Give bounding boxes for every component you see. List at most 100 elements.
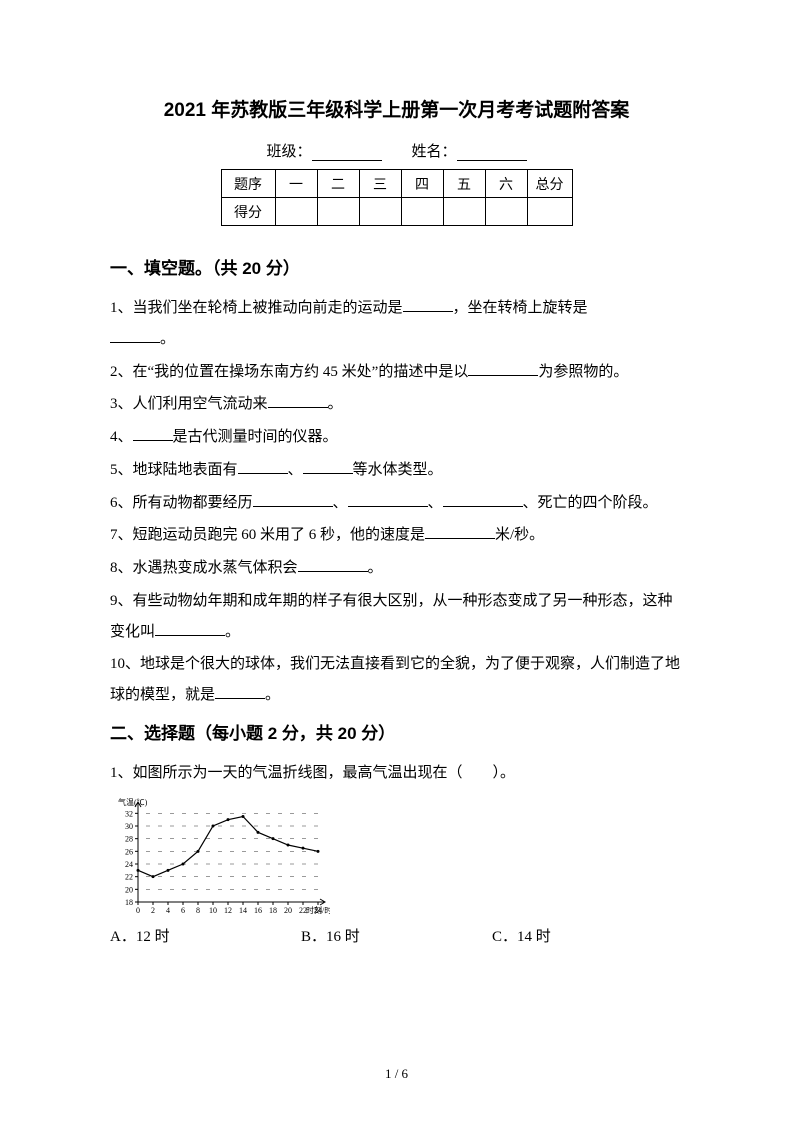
fill-blank[interactable] [303,459,353,474]
question-6: 6、所有动物都要经历 、 、 、死亡的四个阶段。 [110,488,683,519]
q-text: 、 [428,495,443,511]
fill-blank[interactable] [155,621,225,636]
q-text: 。 [265,687,280,703]
option-a[interactable]: A．12 时 [110,925,301,946]
svg-text:24: 24 [125,860,133,869]
question-7: 7、短跑运动员跑完 60 米用了 6 秒，他的速度是 米/秒。 [110,520,683,551]
section2-header: 二、选择题（每小题 2 分，共 20 分） [110,719,683,744]
fill-blank[interactable] [425,524,495,539]
svg-text:20: 20 [125,885,133,894]
table-header-row: 题序 一 二 三 四 五 六 总分 [221,170,572,198]
question-2: 2、在“我的位置在操场东南方约 45 米处”的描述中是以 为参照物的。 [110,357,683,388]
table-cell[interactable] [275,198,317,226]
question-9: 9、有些动物幼年期和成年期的样子有很大区别，从一种形态变成了另一种形态，这种变化… [110,586,683,648]
question-8: 8、水遇热变成水蒸气体积会 。 [110,553,683,584]
table-cell[interactable] [485,198,527,226]
table-cell[interactable] [527,198,572,226]
table-cell: 一 [275,170,317,198]
svg-text:26: 26 [125,847,133,856]
q-text: 是古代测量时间的仪器。 [173,429,338,445]
fill-blank[interactable] [253,492,333,507]
q-text: 7、短跑运动员跑完 60 米用了 6 秒，他的速度是 [110,527,425,543]
q-text: 5、地球陆地表面有 [110,462,238,478]
exam-title: 2021 年苏教版三年级科学上册第一次月考考试题附答案 [110,95,683,122]
svg-text:12: 12 [224,906,232,915]
option-c[interactable]: C．14 时 [492,925,683,946]
fill-blank[interactable] [403,297,453,312]
fill-blank[interactable] [348,492,428,507]
table-cell: 总分 [527,170,572,198]
q-text: 、 [288,462,303,478]
fill-blank[interactable] [443,492,523,507]
question-10: 10、地球是个很大的球体，我们无法直接看到它的全貌，为了便于观察，人们制造了地球… [110,649,683,711]
table-cell: 二 [317,170,359,198]
option-b[interactable]: B．16 时 [301,925,492,946]
section1-header: 一、填空题。（共 20 分） [110,254,683,279]
q-text: 。 [328,396,343,412]
q-text: 10、地球是个很大的球体，我们无法直接看到它的全貌，为了便于观察，人们制造了地球… [110,656,680,703]
student-info: 班级： 姓名： [110,140,683,161]
svg-text:2: 2 [151,906,155,915]
q-text: 、 [333,495,348,511]
svg-text:气温(℃): 气温(℃) [118,797,148,807]
options-row: A．12 时 B．16 时 C．14 时 [110,925,683,946]
table-score-row: 得分 [221,198,572,226]
q-text: 3、人们利用空气流动来 [110,396,268,412]
svg-text:0: 0 [136,906,140,915]
name-blank[interactable] [457,145,527,161]
question-s2-1: 1、如图所示为一天的气温折线图，最高气温出现在（ ）。 [110,758,683,789]
q-text: 为参照物的。 [538,364,628,380]
fill-blank[interactable] [468,361,538,376]
fill-blank[interactable] [298,557,368,572]
fill-blank[interactable] [238,459,288,474]
svg-text:28: 28 [125,834,133,843]
q-text: 6、所有动物都要经历 [110,495,253,511]
svg-text:6: 6 [181,906,185,915]
question-1: 1、当我们坐在轮椅上被推动向前走的运动是，坐在转椅上旋转是 。 [110,293,683,355]
svg-text:16: 16 [254,906,262,915]
table-cell[interactable] [401,198,443,226]
svg-text:8: 8 [196,906,200,915]
chart-svg: 气温(℃)18202224262830320246810121416182022… [110,795,330,915]
table-cell: 六 [485,170,527,198]
q-text: 4、 [110,429,133,445]
svg-text:14: 14 [239,906,247,915]
table-cell: 得分 [221,198,275,226]
svg-text:18: 18 [125,898,133,907]
q-text: 2、在“我的位置在操场东南方约 45 米处”的描述中是以 [110,364,468,380]
page-number: 1 / 6 [0,1066,793,1082]
svg-text:4: 4 [166,906,170,915]
question-4: 4、 是古代测量时间的仪器。 [110,422,683,453]
temperature-chart: 气温(℃)18202224262830320246810121416182022… [110,795,683,915]
fill-blank[interactable] [133,426,173,441]
fill-blank[interactable] [110,328,160,343]
svg-text:32: 32 [125,809,133,818]
svg-text:10: 10 [209,906,217,915]
table-cell: 四 [401,170,443,198]
table-cell: 题序 [221,170,275,198]
table-cell: 三 [359,170,401,198]
svg-text:30: 30 [125,822,133,831]
table-cell[interactable] [359,198,401,226]
table-cell[interactable] [443,198,485,226]
table-cell: 五 [443,170,485,198]
score-table: 题序 一 二 三 四 五 六 总分 得分 [221,169,573,226]
svg-text:18: 18 [269,906,277,915]
fill-blank[interactable] [268,393,328,408]
q-text: 米/秒。 [495,527,544,543]
q-text: 。 [368,560,383,576]
q-text: 、死亡的四个阶段。 [523,495,658,511]
class-blank[interactable] [312,145,382,161]
question-5: 5、地球陆地表面有、等水体类型。 [110,455,683,486]
q-text: 。 [225,624,240,640]
class-label: 班级： [266,144,311,160]
svg-text:时刻/时: 时刻/时 [306,905,330,915]
table-cell[interactable] [317,198,359,226]
q-text: 8、水遇热变成水蒸气体积会 [110,560,298,576]
svg-text:20: 20 [284,906,292,915]
question-3: 3、人们利用空气流动来 。 [110,389,683,420]
svg-text:22: 22 [125,872,133,881]
fill-blank[interactable] [215,684,265,699]
q-text: 1、当我们坐在轮椅上被推动向前走的运动是 [110,300,403,316]
name-label: 姓名： [412,144,457,160]
